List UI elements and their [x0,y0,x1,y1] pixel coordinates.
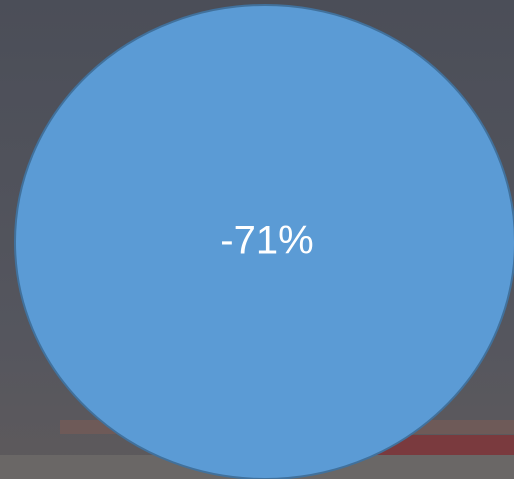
page: -71% (() => { const data = JSON.parse(do… [0,0,514,479]
scene: -71% [0,0,514,479]
badge-label: -71% [220,219,313,263]
